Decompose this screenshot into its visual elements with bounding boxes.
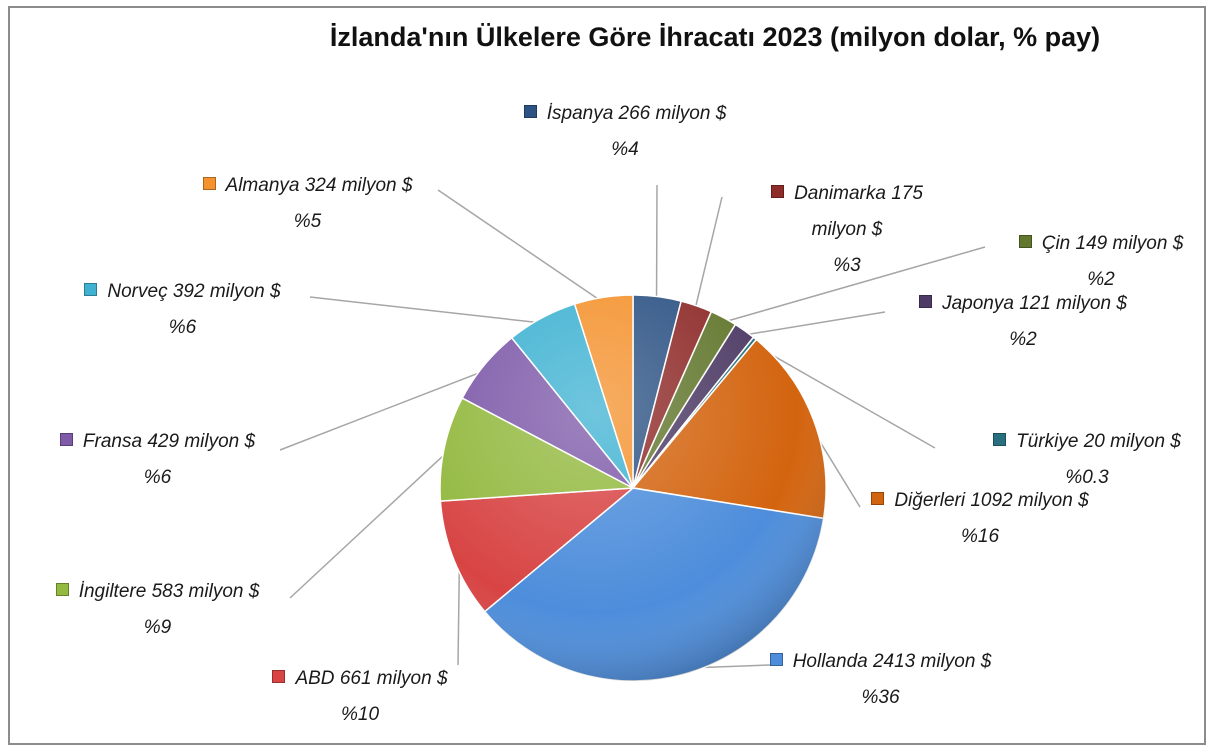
share-label: %2: [1009, 329, 1037, 350]
category-label: Hollanda: [792, 651, 868, 672]
category-label: İspanya: [546, 103, 614, 124]
share-label: %3: [833, 255, 861, 276]
share-label: %5: [293, 211, 322, 232]
legend-marker: [272, 670, 286, 683]
legend-marker: [84, 283, 98, 296]
category-label: Çin: [1041, 233, 1071, 254]
legend-marker: [202, 177, 216, 190]
value-label: 149 milyon $: [1075, 233, 1184, 254]
category-label: Japonya: [942, 293, 1014, 314]
value-label: 583 milyon $: [151, 581, 260, 602]
legend-marker: [523, 105, 537, 118]
share-label: %36: [861, 687, 900, 708]
value-label: 324 milyon $: [304, 175, 413, 196]
leader-line: [289, 448, 451, 599]
data-label: Hollanda 2413 milyon $ %36: [768, 644, 993, 716]
value-label: 266 milyon $: [618, 103, 727, 124]
value-label: 392 milyon $: [172, 281, 281, 302]
category-label: Almanya: [225, 175, 300, 196]
legend-marker: [55, 583, 69, 596]
category-label: ABD: [295, 668, 335, 689]
leader-line: [693, 196, 723, 312]
data-label: Türkiye 20 milyon $ %0.3: [962, 424, 1212, 496]
share-label: %4: [611, 139, 639, 160]
share-label: %16: [960, 526, 1000, 547]
data-label: Japonya 121 milyon $ %2: [893, 286, 1153, 358]
leader-line: [437, 189, 605, 304]
value-label: 1092 milyon $: [970, 490, 1089, 511]
data-label: Çin 149 milyon $ %2: [990, 226, 1212, 298]
chart-frame: [8, 6, 1206, 745]
legend-marker: [771, 185, 785, 198]
share-label: %6: [143, 467, 172, 488]
data-label: İspanya 266 milyon $ %4: [500, 96, 750, 168]
value-label: 661 milyon $: [339, 668, 448, 689]
share-label: %2: [1087, 269, 1115, 290]
data-label: İngiltere 583 milyon $ %9: [20, 574, 295, 646]
data-label: ABD 661 milyon $ %10: [240, 661, 480, 733]
share-label: %0.3: [1065, 467, 1109, 488]
data-label: Diğerleri 1092 milyon $ %16: [862, 483, 1098, 555]
value-label: 2413 milyon $: [872, 651, 992, 672]
share-label: %9: [143, 617, 172, 638]
category-label: Diğerleri: [894, 490, 966, 511]
legend-marker: [59, 433, 73, 446]
category-label: Türkiye: [1016, 431, 1079, 452]
category-label: İngiltere: [78, 581, 147, 602]
leader-line: [309, 296, 545, 325]
category-label: Danimarka: [794, 183, 886, 204]
data-label: Fransa 429 milyon $ %6: [20, 424, 295, 496]
legend-marker: [993, 433, 1007, 446]
category-label: Norveç: [107, 281, 168, 302]
leader-line: [741, 311, 886, 337]
value-label: 429 milyon $: [147, 431, 256, 452]
value-label: 20 milyon $: [1083, 431, 1181, 452]
legend-marker: [1018, 235, 1032, 248]
data-label: Danimarka 175 milyon $ %3: [742, 176, 952, 284]
value-label: 121 milyon $: [1019, 293, 1127, 314]
share-label: %6: [168, 317, 197, 338]
legend-marker: [769, 653, 783, 666]
share-label: %10: [340, 704, 380, 725]
category-label: Fransa: [82, 431, 143, 452]
data-label: Almanya 324 milyon $ %5: [175, 168, 440, 240]
legend-marker: [871, 492, 885, 505]
legend-marker: [919, 295, 933, 308]
value-label: 175 milyon $: [811, 183, 923, 240]
chart-title: İzlanda'nın Ülkelere Göre İhracatı 2023 …: [329, 22, 1101, 52]
data-label: Norveç 392 milyon $ %6: [50, 274, 315, 346]
